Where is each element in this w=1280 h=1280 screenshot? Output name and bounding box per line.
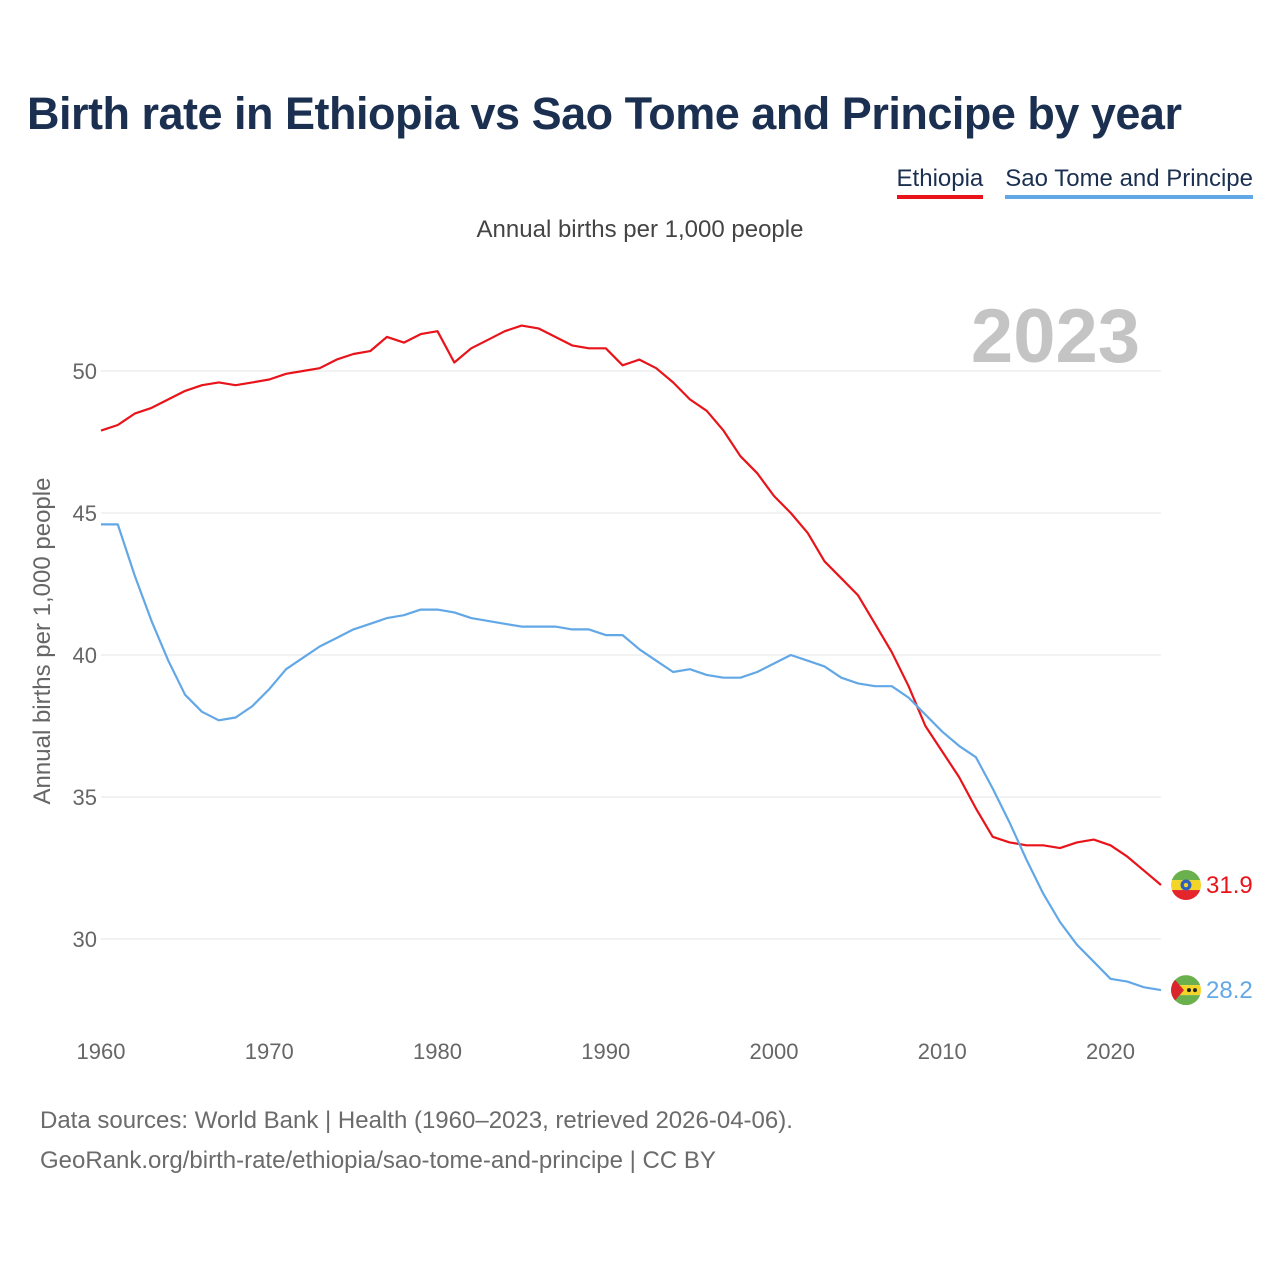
y-tick-label: 40 xyxy=(73,643,97,668)
y-tick-label: 35 xyxy=(73,785,97,810)
chart-subtitle: Annual births per 1,000 people xyxy=(476,216,804,243)
year-badge: 2023 xyxy=(971,294,1140,379)
legend-item-ethiopia[interactable]: Ethiopia xyxy=(896,165,984,199)
footer-sources: Data sources: World Bank | Health (1960–… xyxy=(40,1107,793,1134)
x-tick-label: 2010 xyxy=(918,1039,967,1064)
sao-tome-flag-icon xyxy=(1171,975,1201,1006)
footer-link[interactable]: GeoRank.org/birth-rate/ethiopia/sao-tome… xyxy=(40,1147,716,1174)
x-tick-label: 2020 xyxy=(1086,1039,1135,1064)
x-tick-label: 1970 xyxy=(245,1039,294,1064)
legend: Ethiopia Sao Tome and Principe xyxy=(896,165,1253,199)
x-tick-label: 1980 xyxy=(413,1039,462,1064)
end-label-sao-tome: 28.2 xyxy=(1206,977,1253,1004)
chart-title: Birth rate in Ethiopia vs Sao Tome and P… xyxy=(27,88,1182,139)
ethiopia-flag-icon xyxy=(1171,870,1201,901)
series-line-ethiopia xyxy=(100,324,1162,886)
y-axis-label: Annual births per 1,000 people xyxy=(29,478,56,805)
y-tick-label: 30 xyxy=(73,927,97,952)
series-line-sao-tome xyxy=(101,523,1162,992)
x-tick-label: 1990 xyxy=(581,1039,630,1064)
x-tick-label: 1960 xyxy=(77,1039,126,1064)
legend-item-sao-tome[interactable]: Sao Tome and Principe xyxy=(1005,165,1253,199)
end-label-ethiopia: 31.9 xyxy=(1206,872,1253,899)
x-tick-label: 2000 xyxy=(750,1039,799,1064)
y-tick-label: 50 xyxy=(73,359,97,384)
y-tick-label: 45 xyxy=(73,501,97,526)
